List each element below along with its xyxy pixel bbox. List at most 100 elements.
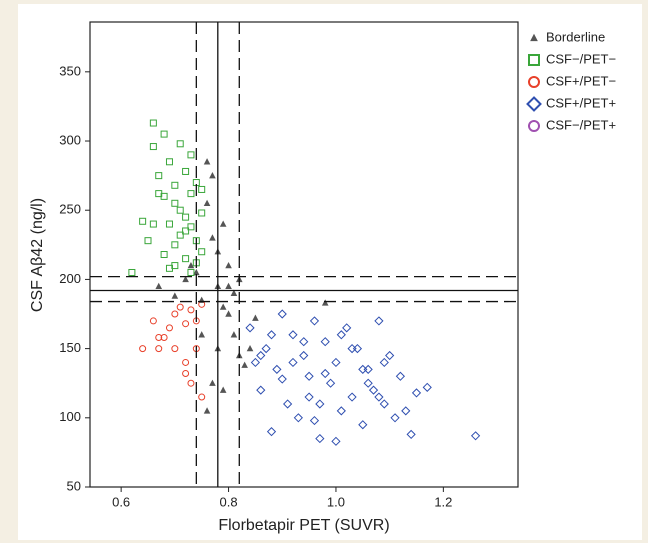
point [160, 251, 168, 258]
point [182, 320, 190, 328]
point [225, 261, 232, 269]
point [182, 358, 190, 366]
point [411, 388, 422, 398]
legend-label: CSF−/PET+ [546, 117, 616, 132]
legend-marker [528, 54, 540, 66]
point [219, 386, 227, 393]
point [395, 371, 406, 381]
point [256, 385, 266, 395]
point [198, 209, 206, 217]
legend-label: Borderline [546, 29, 605, 44]
point [309, 415, 320, 426]
point [149, 143, 157, 151]
point [225, 310, 232, 317]
point [203, 407, 211, 414]
point [320, 368, 330, 379]
legend-marker [528, 76, 540, 88]
point [219, 220, 227, 227]
point [139, 345, 147, 353]
point [315, 433, 325, 444]
point [406, 429, 416, 440]
point [250, 357, 261, 368]
panel [18, 4, 642, 540]
point [187, 306, 195, 314]
point [299, 350, 309, 361]
legend-marker [530, 33, 538, 42]
point [171, 345, 179, 353]
point [209, 172, 216, 179]
legend-marker [528, 120, 540, 132]
point [283, 399, 293, 409]
point [176, 206, 184, 214]
point [266, 330, 277, 340]
point [171, 241, 179, 249]
point [347, 392, 357, 402]
point [277, 374, 287, 384]
point [171, 292, 179, 299]
point [470, 431, 481, 441]
point [315, 399, 325, 409]
point [171, 199, 179, 207]
point [187, 261, 195, 269]
point [320, 337, 330, 347]
y-tick-label: 350 [59, 63, 81, 78]
point [165, 324, 173, 332]
y-axis-title: CSF Aβ42 (ng/l) [29, 198, 46, 312]
point [182, 213, 190, 221]
point [374, 316, 384, 326]
point [347, 344, 357, 354]
point [288, 330, 298, 340]
point [165, 264, 173, 272]
point [252, 314, 259, 321]
point [165, 158, 173, 166]
point [171, 181, 179, 189]
point [187, 151, 195, 159]
x-tick-label: 0.6 [112, 494, 130, 509]
x-tick-label: 0.8 [220, 494, 238, 509]
point [198, 393, 206, 401]
point [225, 282, 232, 290]
point [139, 217, 147, 225]
point [219, 303, 227, 310]
point [385, 350, 395, 361]
x-tick-label: 1.0 [327, 494, 345, 509]
point [241, 361, 248, 368]
legend-label: CSF+/PET− [546, 73, 616, 88]
point [182, 227, 190, 235]
point [261, 344, 271, 354]
point [246, 345, 254, 352]
point [230, 331, 238, 338]
point [203, 199, 211, 206]
point [203, 158, 211, 165]
point [379, 399, 389, 409]
point [198, 331, 205, 338]
y-tick-label: 150 [59, 340, 81, 355]
point [288, 357, 298, 368]
point [422, 382, 432, 392]
legend-marker [526, 96, 542, 112]
point [293, 413, 303, 423]
point [299, 337, 309, 347]
legend-label: CSF−/PET− [546, 51, 616, 66]
legend-label: CSF+/PET+ [546, 95, 616, 110]
point [336, 330, 346, 340]
point [155, 282, 163, 290]
point [390, 413, 400, 423]
point [155, 172, 163, 180]
point [256, 350, 266, 361]
point [209, 379, 216, 386]
point [198, 185, 206, 193]
point [187, 223, 195, 231]
point [176, 303, 184, 311]
y-tick-label: 250 [59, 202, 81, 217]
point [182, 255, 190, 263]
point [128, 268, 136, 276]
point [155, 190, 163, 198]
point [149, 220, 157, 228]
point [266, 427, 277, 437]
point [336, 406, 346, 416]
point [171, 310, 179, 318]
point [182, 370, 190, 378]
